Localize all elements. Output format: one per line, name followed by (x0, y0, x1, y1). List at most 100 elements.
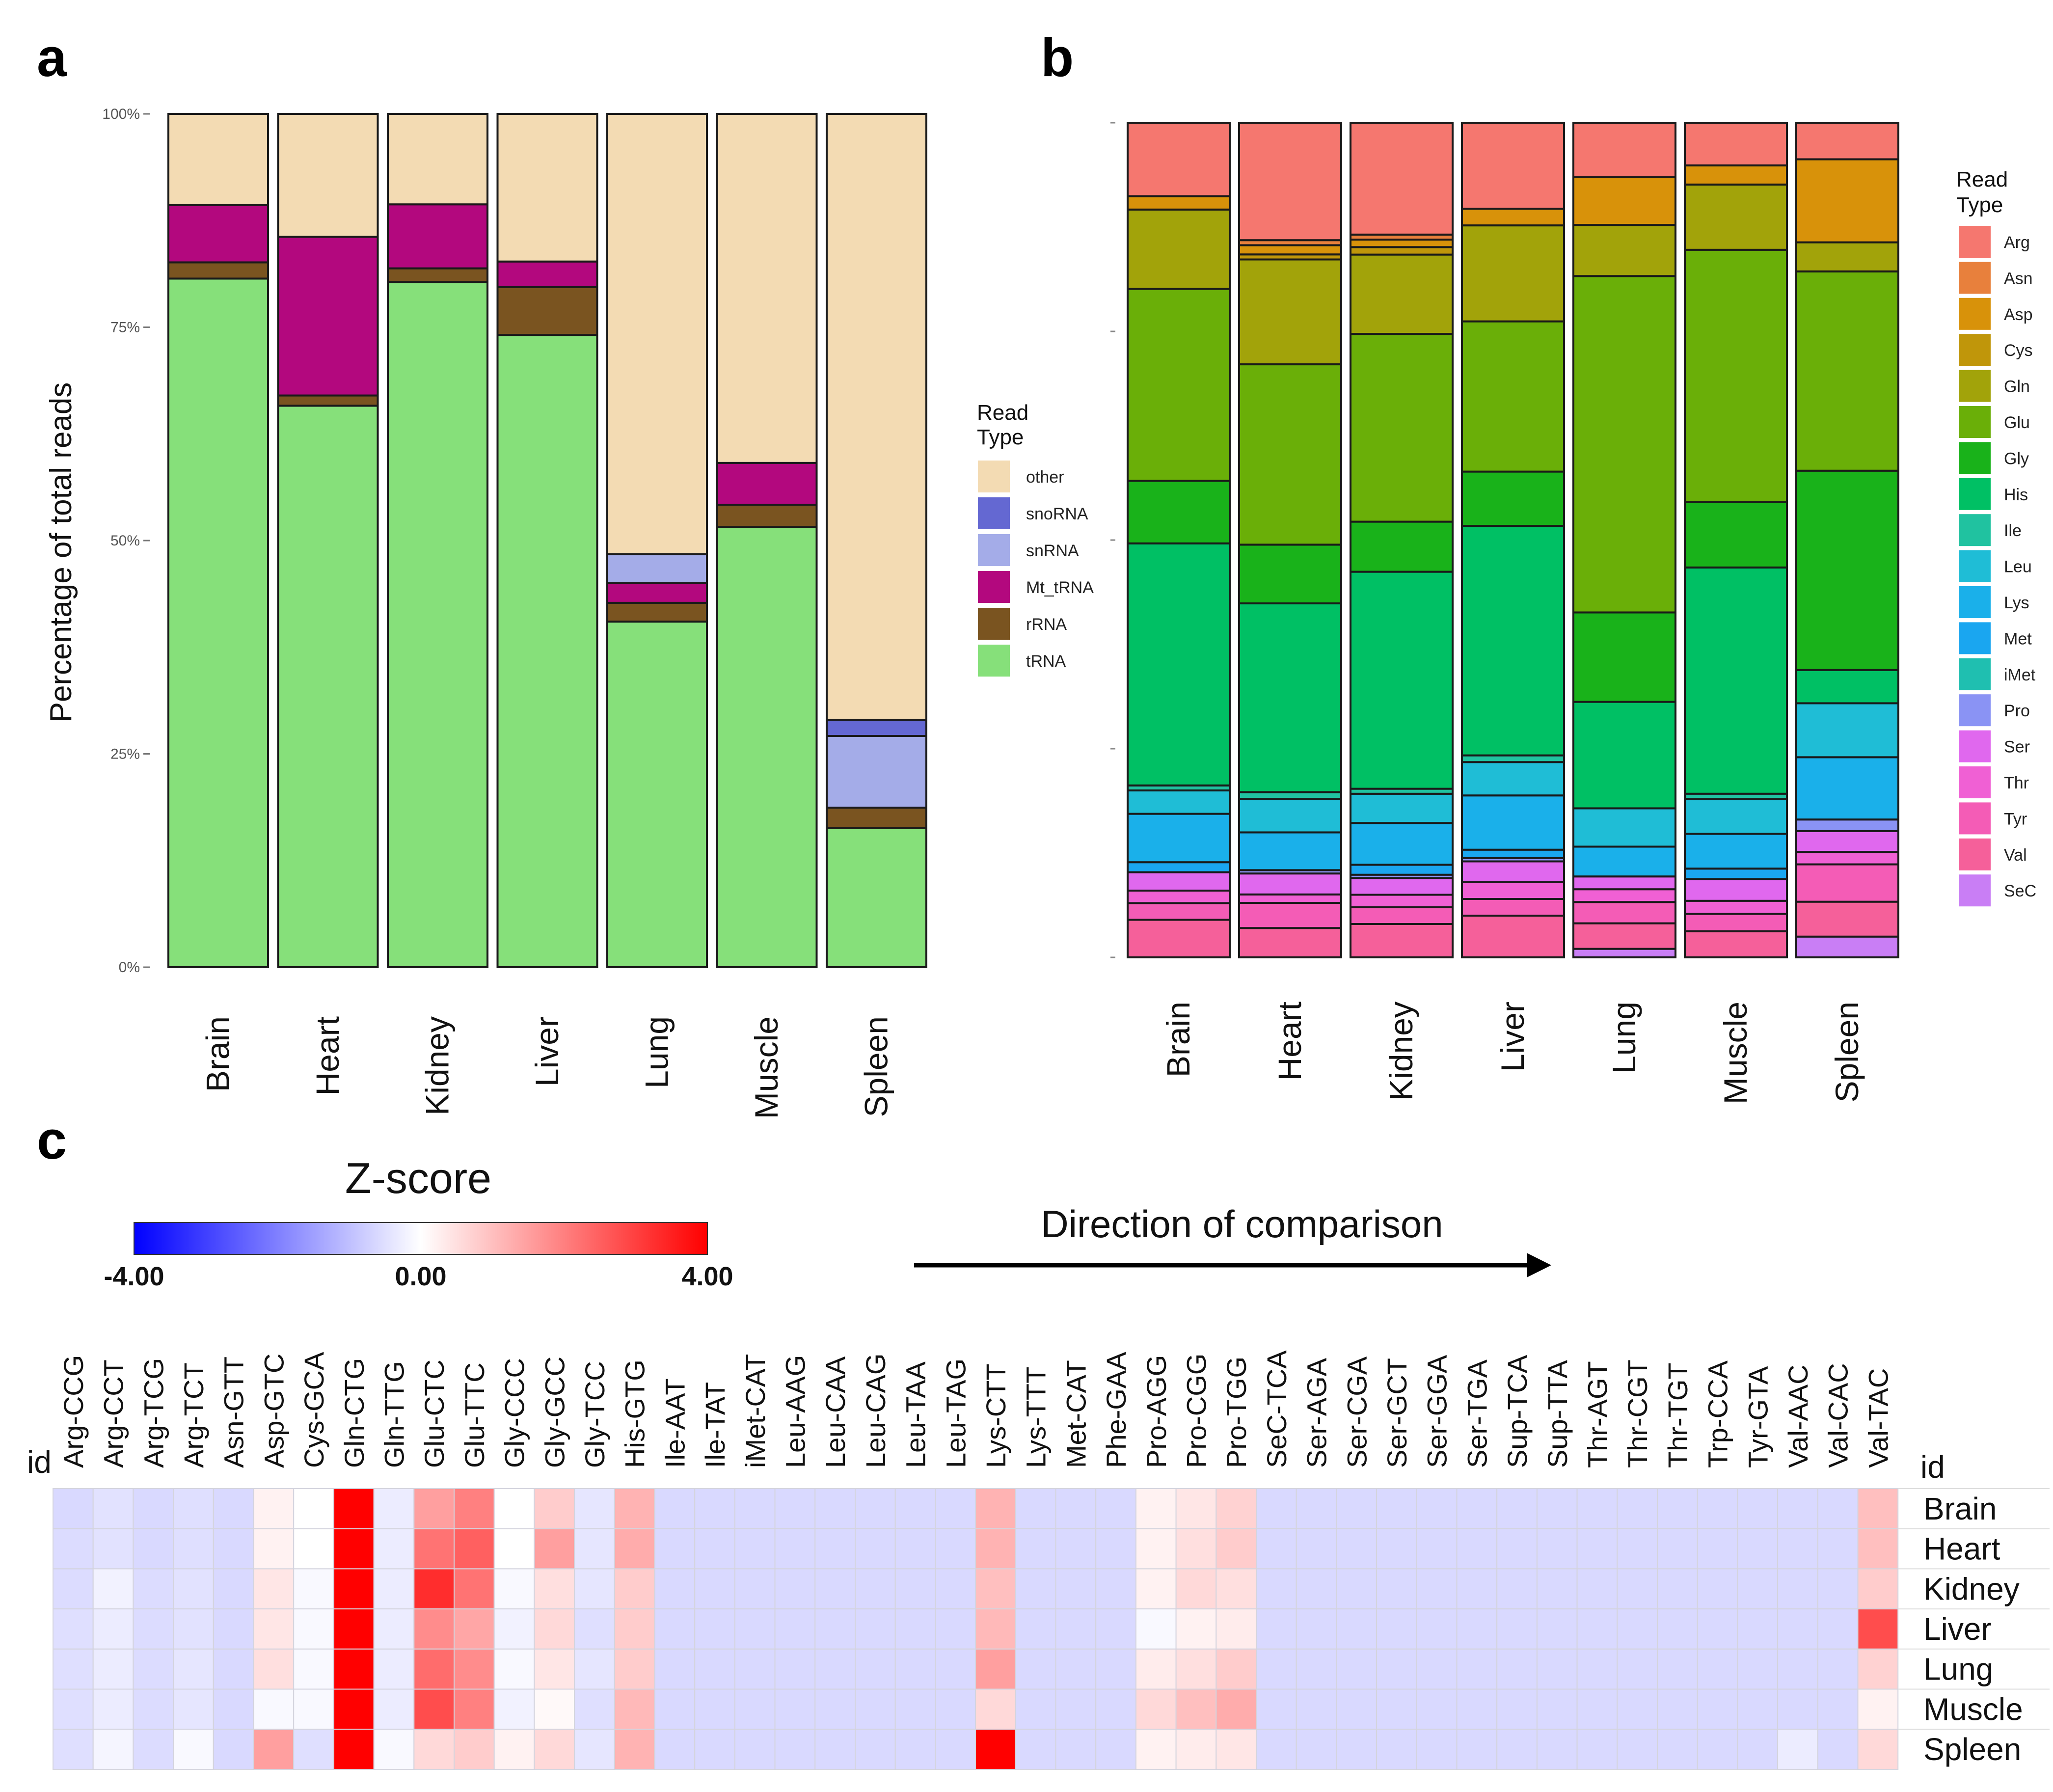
heatmap-cell-lung-phe-gaa (1095, 1648, 1136, 1690)
heatmap-col-label-trp-cca: Trp-CCA (1702, 1360, 1733, 1468)
heatmap-cell-liver-ile-aat (654, 1608, 696, 1650)
heatmap-cell-spleen-ser-aga (1296, 1729, 1337, 1770)
panel-a-bar-heart-trna (277, 405, 379, 968)
heatmap-cell-brain-thr-tgt (1657, 1488, 1698, 1529)
heatmap-cell-heart-ser-gga (1416, 1528, 1458, 1570)
panel-b-legend-label-pro: Pro (2004, 702, 2030, 720)
panel-b-bar-kidney-met (1350, 864, 1454, 876)
heatmap-cell-muscle-thr-agt (1576, 1688, 1618, 1730)
heatmap-cell-liver-ile-tat (694, 1608, 735, 1650)
heatmap-cell-brain-ser-gct (1376, 1488, 1417, 1529)
heatmap-cell-lung-ser-gga (1416, 1648, 1458, 1690)
heatmap-cell-brain-ile-tat (694, 1488, 735, 1529)
colorbar-tick-max: 4.00 (681, 1262, 733, 1291)
heatmap-cell-heart-trp-cca (1697, 1528, 1738, 1570)
panel-letter-b: b (1041, 27, 1074, 88)
heatmap-cell-brain-leu-caa (814, 1488, 856, 1529)
panel-b-legend-swatch-sec (1959, 874, 1991, 907)
heatmap-cell-heart-gly-ccc (493, 1528, 535, 1570)
heatmap-col-label-ile-tat: Ile-TAT (700, 1382, 730, 1468)
heatmap-cell-spleen-ser-gct (1376, 1729, 1417, 1770)
panel-a-legend-title: Read (977, 401, 1028, 425)
panel-b-legend-swatch-cys (1959, 334, 1991, 366)
panel-b-bar-lung-leu (1572, 807, 1676, 848)
heatmap-cell-liver-glu-ctc (413, 1608, 455, 1650)
panel-b-legend-label-tyr: Tyr (2004, 810, 2027, 828)
heatmap-cell-lung-gln-ttg (373, 1648, 415, 1690)
heatmap-col-label-ile-aat: Ile-AAT (659, 1378, 690, 1468)
panel-a-category-label-liver: Liver (529, 1016, 565, 1086)
panel-b-bar-heart-lys (1238, 831, 1342, 871)
heatmap-row-label-lung: Lung (1923, 1652, 1993, 1687)
heatmap-cell-kidney-pro-agg (1135, 1568, 1177, 1610)
heatmap-cell-muscle-imet-cat (734, 1688, 776, 1730)
heatmap-cell-liver-asn-gtt (213, 1608, 254, 1650)
heatmap-col-label-leu-aag: Leu-AAG (780, 1355, 810, 1468)
panel-b-bar-spleen-sec (1795, 935, 1899, 958)
panel-a-bar-liver-mt-trna (496, 260, 598, 288)
heatmap-cell-lung-gly-tcc (574, 1648, 615, 1690)
panel-a-legend-swatch-snorna (978, 497, 1010, 529)
heatmap-cell-kidney-glu-ctc (413, 1568, 455, 1610)
panel-b-bar-spleen-lys (1795, 756, 1899, 821)
heatmap-cell-brain-gln-ttg (373, 1488, 415, 1529)
heatmap-cell-spleen-glu-ttc (454, 1729, 495, 1770)
heatmap-cell-lung-leu-caa (814, 1648, 856, 1690)
heatmap-cell-brain-gln-ctg (333, 1488, 375, 1529)
heatmap-cell-muscle-arg-tct (173, 1688, 214, 1730)
heatmap-cell-lung-sup-tca (1496, 1648, 1538, 1690)
heatmap-cell-lung-sup-tta (1536, 1648, 1578, 1690)
heatmap-cell-lung-leu-tag (935, 1648, 976, 1690)
panel-a-bar-lung-mt-trna (606, 582, 708, 604)
heatmap-col-label-val-cac: Val-CAC (1823, 1363, 1854, 1468)
heatmap-cell-muscle-met-cat (1055, 1688, 1097, 1730)
colorbar-title: Z-score (345, 1154, 491, 1202)
heatmap-cell-liver-val-tac (1857, 1608, 1899, 1650)
heatmap-cell-muscle-leu-cag (855, 1688, 896, 1730)
heatmap-cell-lung-arg-tct (173, 1648, 214, 1690)
heatmap-cell-heart-cys-gca (293, 1528, 334, 1570)
heatmap-cell-heart-leu-aag (774, 1528, 816, 1570)
heatmap-cell-spleen-phe-gaa (1095, 1729, 1136, 1770)
panel-b-bar-heart-glu (1238, 363, 1342, 546)
heatmap-cell-heart-asp-gtc (253, 1528, 295, 1570)
heatmap-cell-liver-ser-tga (1456, 1608, 1498, 1650)
panel-b-category-label-kidney: Kidney (1383, 1002, 1419, 1101)
heatmap-col-label-tyr-gta: Tyr-GTA (1742, 1366, 1773, 1468)
heatmap-cell-spleen-arg-tct (173, 1729, 214, 1770)
heatmap-col-label-leu-tag: Leu-TAG (940, 1358, 971, 1468)
panel-b-bar-liver-thr (1461, 881, 1565, 900)
heatmap-cell-kidney-gly-gcc (534, 1568, 575, 1610)
heatmap-cell-brain-his-gtg (614, 1488, 655, 1529)
panel-a-bar-spleen-rrna (826, 806, 927, 829)
heatmap-cell-lung-gly-gcc (534, 1648, 575, 1690)
panel-b-bar-heart-gln (1238, 258, 1342, 366)
heatmap-cell-liver-gly-ccc (493, 1608, 535, 1650)
panel-b-bar-brain-leu (1127, 789, 1231, 815)
heatmap-cell-spleen-leu-cag (855, 1729, 896, 1770)
panel-b-legend-label-imet: iMet (2004, 666, 2036, 684)
panel-a-bar-brain-rrna (167, 261, 269, 280)
heatmap-cell-spleen-asp-gtc (253, 1729, 295, 1770)
panel-a-legend-swatch-trna (978, 645, 1010, 677)
heatmap-cell-kidney-ile-tat (694, 1568, 735, 1610)
panel-b-legend-swatch-thr (1959, 766, 1991, 798)
panel-b-bar-muscle-asp (1684, 164, 1788, 186)
panel-b-bar-kidney-val (1350, 923, 1454, 958)
heatmap-cell-heart-ser-cga (1336, 1528, 1378, 1570)
panel-b-bar-heart-arg (1238, 122, 1342, 242)
panel-b-bar-liver-lys (1461, 794, 1565, 851)
heatmap-row-label-muscle: Muscle (1923, 1691, 2023, 1727)
panel-a-legend-label-mt-trna: Mt_tRNA (1026, 578, 1094, 597)
heatmap-cell-muscle-leu-tag (935, 1688, 976, 1730)
heatmap-cell-spleen-leu-tag (935, 1729, 976, 1770)
panel-b-bar-heart-his (1238, 602, 1342, 793)
heatmap-cell-lung-leu-cag (855, 1648, 896, 1690)
heatmap-cell-heart-glu-ttc (454, 1528, 495, 1570)
heatmap-cell-kidney-pro-tgg (1216, 1568, 1257, 1610)
colorbar-tick-mid: 0.00 (395, 1262, 446, 1291)
panel-b-bar-muscle-met (1684, 868, 1788, 880)
panel-a-bar-liver-rrna (496, 286, 598, 336)
heatmap-cell-brain-asp-gtc (253, 1488, 295, 1529)
panel-a-category-label-spleen: Spleen (858, 1016, 894, 1117)
